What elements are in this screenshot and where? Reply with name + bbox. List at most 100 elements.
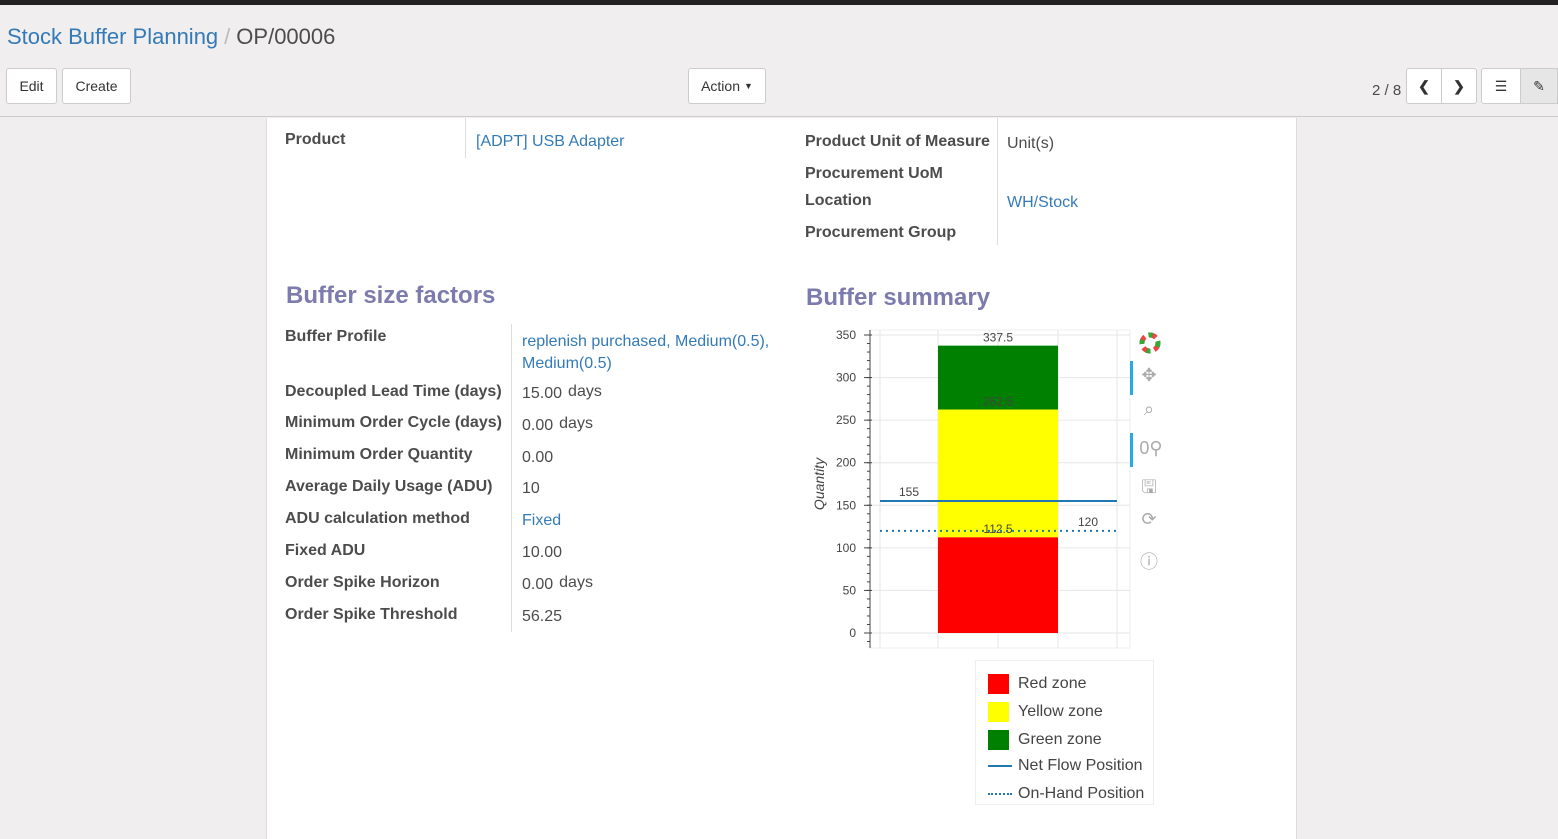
reset-icon[interactable]: ⟳ [1141, 509, 1157, 529]
line-data-label: 120 [1078, 515, 1098, 529]
control-panel: Stock Buffer Planning / OP/00006 Edit Crea… [0, 5, 1558, 117]
buffer-profile-link[interactable]: replenish purchased, Medium(0.5), Medium(… [522, 331, 769, 375]
uom-value: Unit(s) [1007, 135, 1055, 152]
fixed-adu-label: Fixed ADU [285, 542, 366, 559]
product-link[interactable]: [ADPT] USB Adapter [476, 133, 625, 150]
order-cycle-label: Minimum Order Cycle (days) [285, 414, 502, 431]
list-view-button[interactable]: ☰ [1481, 68, 1521, 104]
legend-item-yellow[interactable]: Yellow zone [988, 702, 1103, 722]
wheel-zoom-icon[interactable]: 0⚲ [1139, 438, 1163, 458]
adu-label: Average Daily Usage (ADU) [285, 478, 493, 495]
spike-horizon-number: 0.00 [522, 576, 554, 593]
legend-label: Red zone [1018, 675, 1087, 692]
chart-legend: Red zone Yellow zone Green zone Net Flow… [975, 660, 1154, 805]
form-view-button[interactable]: ✎ [1520, 68, 1558, 104]
breadcrumb-current: OP/00006 [236, 24, 336, 49]
fixed-adu-value: 10.00 [522, 544, 563, 561]
procurement-group-label: Procurement Group [805, 224, 957, 241]
y-tick-label: 200 [836, 456, 856, 470]
save-icon[interactable]: 🖫 [1141, 477, 1157, 497]
pager-value: 2 / 8 [1372, 82, 1402, 99]
bar-data-label: 112.5 [983, 522, 1012, 536]
breadcrumb: Stock Buffer Planning / OP/00006 [7, 24, 336, 49]
buffer-profile-label: Buffer Profile [285, 328, 387, 345]
chevron-right-icon: ❯ [1453, 77, 1465, 94]
y-axis-label: Quantity [811, 457, 827, 510]
legend-item-net-flow[interactable]: Net Flow Position [988, 757, 1143, 775]
active-tool-indicator [1130, 433, 1133, 467]
divider [465, 118, 466, 158]
lead-time-label: Decoupled Lead Time (days) [285, 383, 502, 400]
y-tick-label: 150 [836, 498, 856, 512]
product-label: Product [285, 131, 346, 148]
bar-data-label: 262.5 [983, 395, 1013, 409]
action-label: Action [701, 78, 740, 94]
min-order-qty-label: Minimum Order Quantity [285, 446, 473, 463]
bar-data-label: 337.5 [983, 331, 1013, 345]
spike-horizon-label: Order Spike Horizon [285, 574, 440, 591]
solid-line-swatch [988, 765, 1012, 767]
order-cycle-value: 0.00 days [522, 415, 593, 434]
y-tick-label: 50 [843, 583, 857, 597]
breadcrumb-parent[interactable]: Stock Buffer Planning [7, 24, 219, 49]
legend-label: Net Flow Position [1018, 757, 1143, 774]
green-swatch [988, 730, 1009, 750]
line-data-label: 155 [899, 485, 919, 499]
create-button[interactable]: Create [62, 68, 131, 104]
spike-threshold-label: Order Spike Threshold [285, 606, 458, 623]
lead-time-number: 15.00 [522, 385, 563, 402]
bar-segment-green-zone [938, 345, 1058, 410]
buffer-size-factors-title: Buffer size factors [286, 282, 496, 309]
procurement-uom-label: Procurement UoM [805, 165, 943, 182]
caret-down-icon: ▼ [744, 81, 753, 91]
location-label: Location [805, 192, 872, 209]
lead-time-value: 15.00 days [522, 383, 602, 402]
action-dropdown[interactable]: Action ▼ [688, 68, 766, 104]
legend-label: Green zone [1018, 731, 1102, 748]
min-order-qty-value: 0.00 [522, 449, 554, 466]
divider [511, 324, 512, 632]
divider [997, 118, 998, 245]
buffer-chart[interactable]: 0 50 100 150 200 250 300 350 Quantity 112.5 262.5 3… [800, 320, 1140, 660]
spike-threshold-value: 56.25 [522, 608, 563, 625]
legend-item-green[interactable]: Green zone [988, 730, 1102, 750]
adu-value: 10 [522, 480, 540, 497]
buffer-profile-value: replenish purchased, Medium(0.5), [522, 333, 770, 350]
adu-method-link[interactable]: Fixed [522, 512, 562, 529]
bar-segment-red-zone [938, 537, 1058, 633]
buffer-profile-value-2: Medium(0.5) [522, 355, 612, 372]
order-cycle-number: 0.00 [522, 417, 554, 434]
spike-horizon-unit: days [559, 574, 593, 591]
yellow-swatch [988, 702, 1009, 722]
active-tool-indicator [1130, 361, 1133, 395]
adu-method-label: ADU calculation method [285, 510, 470, 527]
uom-label: Product Unit of Measure [805, 133, 990, 150]
next-button[interactable]: ❯ [1441, 68, 1477, 104]
legend-label: Yellow zone [1018, 703, 1103, 720]
y-tick-label: 350 [836, 328, 856, 342]
list-icon: ☰ [1494, 77, 1508, 94]
edit-icon: ✎ [1533, 77, 1545, 94]
y-tick-label: 300 [836, 371, 856, 385]
spike-horizon-value: 0.00 days [522, 574, 593, 593]
legend-label: On-Hand Position [1018, 785, 1145, 802]
chevron-left-icon: ❮ [1418, 77, 1430, 94]
y-tick-label: 0 [849, 626, 856, 640]
y-tick-label: 250 [836, 413, 856, 427]
location-link[interactable]: WH/Stock [1007, 194, 1079, 211]
legend-item-on-hand[interactable]: On-Hand Position [988, 785, 1144, 803]
y-tick-label: 100 [836, 541, 856, 555]
legend-item-red[interactable]: Red zone [988, 674, 1087, 694]
pan-icon[interactable]: ✥ [1141, 365, 1157, 385]
bokeh-logo-icon[interactable] [1138, 331, 1161, 354]
edit-button[interactable]: Edit [6, 68, 57, 104]
previous-button[interactable]: ❮ [1406, 68, 1442, 104]
top-bar [0, 0, 1558, 5]
bar-segment-yellow-zone [938, 409, 1058, 538]
lead-time-unit: days [568, 383, 602, 400]
dotted-line-swatch [988, 793, 1012, 795]
box-zoom-icon[interactable]: ⌕ [1143, 399, 1155, 419]
help-icon[interactable]: ⓘ [1140, 552, 1158, 572]
order-cycle-unit: days [559, 415, 593, 432]
buffer-summary-title: Buffer summary [806, 284, 991, 311]
